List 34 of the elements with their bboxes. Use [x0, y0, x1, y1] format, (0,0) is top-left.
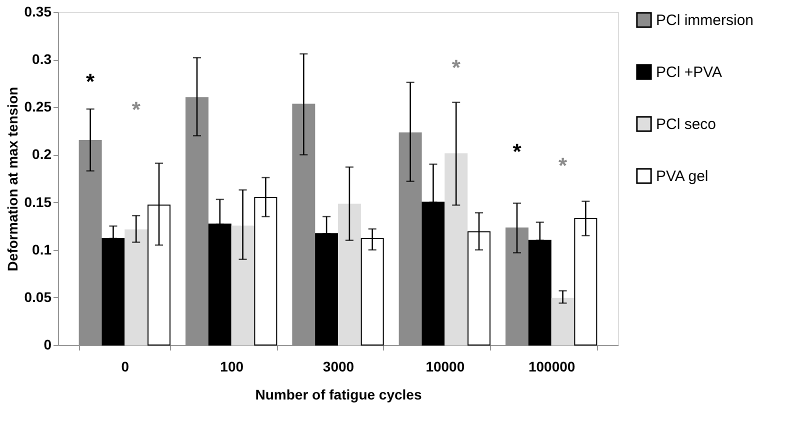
annotation: *: [558, 153, 568, 178]
x-tick-label: 10000: [426, 358, 465, 374]
bar: [78, 140, 102, 346]
x-axis-title: Number of fatigue cycles: [255, 386, 422, 402]
y-tick-label: 0.05: [24, 288, 52, 305]
bar: [186, 97, 208, 346]
x-tick-label: 3000: [322, 358, 354, 374]
legend-label: PCl +PVA: [656, 64, 722, 81]
annotation: *: [512, 139, 522, 164]
bar: [444, 153, 468, 346]
y-tick-label: 0.2: [32, 146, 52, 162]
annotation: *: [452, 55, 461, 80]
y-tick-label: 0.35: [24, 4, 52, 20]
bar: [398, 132, 422, 346]
y-tick-label: 0.25: [24, 98, 52, 115]
bar: [338, 204, 361, 346]
bar: [551, 298, 574, 346]
bar: [506, 227, 528, 346]
legend-label: PCl immersion: [656, 12, 754, 29]
legend-label: PCl seco: [656, 116, 716, 133]
y-tick-label: 0.3: [32, 51, 52, 68]
x-tick-label: 100000: [528, 358, 576, 374]
y-tick-label: 0: [44, 336, 52, 352]
bar: [292, 104, 316, 346]
annotation: *: [86, 69, 96, 94]
x-tick-label: 0: [121, 358, 130, 374]
bar: [124, 229, 148, 346]
x-tick-label: 100: [220, 358, 244, 374]
y-tick-label: 0.15: [24, 194, 52, 210]
legend-label: PVA gel: [656, 168, 708, 185]
bar: [231, 226, 254, 346]
y-tick-label: 0.1: [32, 241, 52, 258]
annotation: *: [132, 97, 141, 122]
y-axis-title: Deformation at max tension: [4, 86, 20, 272]
